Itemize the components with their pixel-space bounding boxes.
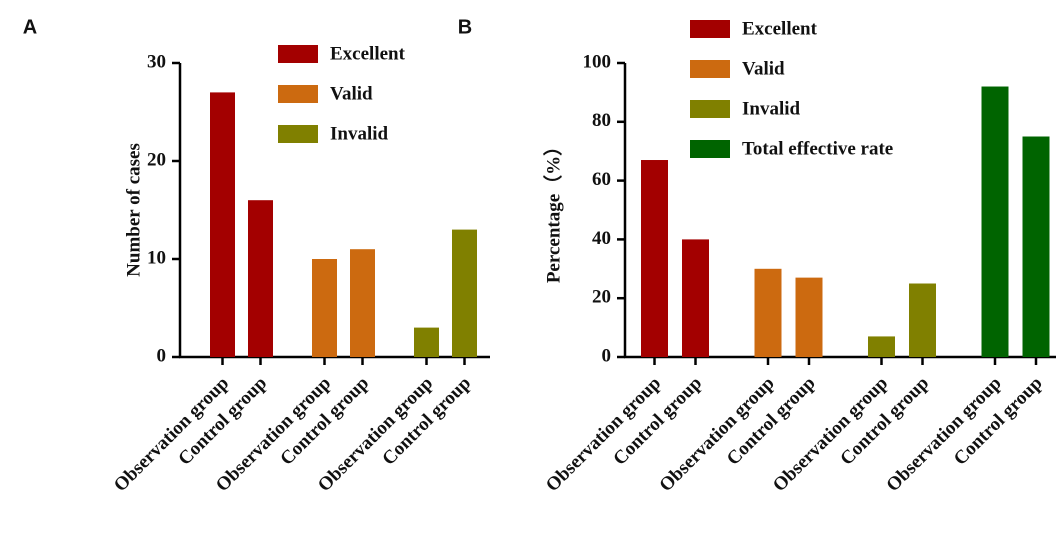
legend-swatch	[278, 125, 318, 143]
legend-swatch	[278, 45, 318, 63]
bar	[210, 92, 235, 358]
panel-label: A	[23, 16, 37, 38]
legend-label: Valid	[330, 83, 373, 104]
bar	[682, 239, 709, 357]
y-tick-label: 20	[592, 287, 611, 308]
y-tick-label: 20	[147, 149, 166, 170]
legend-swatch	[690, 60, 730, 78]
legend-swatch	[690, 100, 730, 118]
bar	[248, 200, 273, 357]
legend-swatch	[278, 85, 318, 103]
bar	[754, 268, 782, 357]
legend-swatch	[690, 20, 730, 38]
legend-label: Total effective rate	[742, 138, 893, 159]
y-tick-label: 100	[583, 51, 612, 72]
bar	[414, 327, 439, 357]
y-axis-label: Number of cases	[123, 143, 144, 277]
bar	[350, 249, 375, 357]
legend-label: Excellent	[742, 18, 818, 39]
bar	[452, 229, 477, 357]
y-tick-label: 60	[592, 169, 611, 190]
bar	[868, 336, 895, 357]
y-tick-label: 0	[602, 345, 612, 366]
bar	[981, 86, 1009, 358]
legend-label: Invalid	[330, 123, 389, 144]
y-tick-label: 40	[592, 228, 611, 249]
bar	[909, 283, 936, 357]
y-axis-label: Percentage（%）	[541, 137, 564, 283]
legend-label: Invalid	[742, 98, 801, 119]
y-tick-label: 10	[147, 247, 166, 268]
bar	[1022, 136, 1050, 357]
bar	[795, 277, 823, 357]
y-tick-label: 80	[592, 110, 611, 131]
y-tick-label: 30	[147, 51, 166, 72]
bar	[312, 259, 337, 357]
legend-label: Valid	[742, 58, 785, 79]
legend-label: Excellent	[330, 43, 406, 64]
legend-swatch	[690, 140, 730, 158]
panel-label: B	[458, 16, 472, 38]
bar	[641, 160, 668, 357]
y-tick-label: 0	[157, 345, 167, 366]
